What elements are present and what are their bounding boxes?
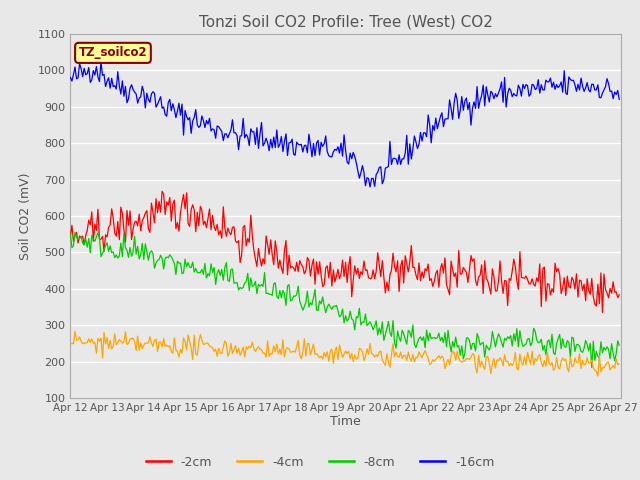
Legend: -2cm, -4cm, -8cm, -16cm: -2cm, -4cm, -8cm, -16cm bbox=[141, 451, 499, 474]
Title: Tonzi Soil CO2 Profile: Tree (West) CO2: Tonzi Soil CO2 Profile: Tree (West) CO2 bbox=[198, 15, 493, 30]
Y-axis label: Soil CO2 (mV): Soil CO2 (mV) bbox=[19, 172, 32, 260]
Text: TZ_soilco2: TZ_soilco2 bbox=[79, 47, 147, 60]
X-axis label: Time: Time bbox=[330, 415, 361, 428]
